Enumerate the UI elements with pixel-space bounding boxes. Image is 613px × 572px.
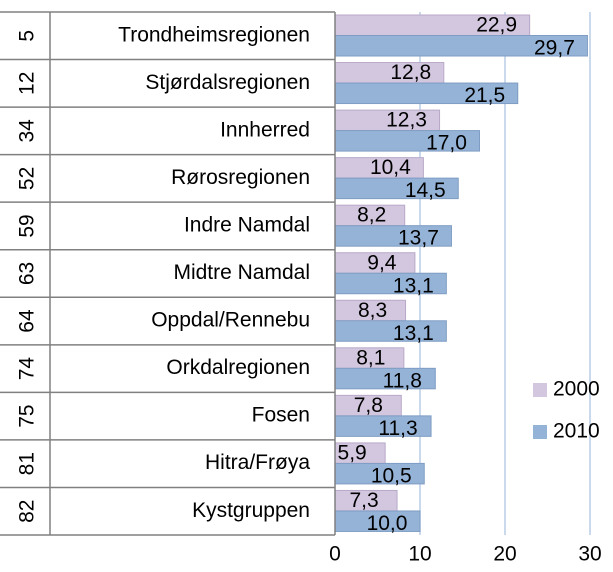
value-label: 7,3 xyxy=(349,489,378,512)
value-label: 7,8 xyxy=(354,394,383,417)
category-label: Orkdalregionen xyxy=(166,356,310,379)
value-label: 10,4 xyxy=(370,156,411,179)
x-tick-label: 30 xyxy=(578,543,601,566)
value-label: 8,2 xyxy=(357,204,386,227)
category-label: Indre Namdal xyxy=(184,214,310,237)
category-label: Trondheimsregionen xyxy=(118,23,310,46)
value-label: 8,3 xyxy=(358,299,387,322)
rank-label: 75 xyxy=(16,404,39,427)
category-label: Kystgruppen xyxy=(192,499,310,522)
legend-swatch xyxy=(533,383,547,397)
value-label: 14,5 xyxy=(405,179,446,202)
category-label: Hitra/Frøya xyxy=(205,451,310,474)
category-label: Innherred xyxy=(220,118,310,141)
value-label: 22,9 xyxy=(476,14,517,37)
rank-label: 59 xyxy=(16,214,39,237)
value-label: 17,0 xyxy=(426,132,467,155)
rank-label: 12 xyxy=(16,72,39,95)
value-label: 11,8 xyxy=(383,369,422,392)
value-label: 13,1 xyxy=(393,274,434,297)
value-label: 13,1 xyxy=(393,322,434,345)
rank-label: 64 xyxy=(16,309,39,333)
legend-label: 2010 xyxy=(553,420,600,443)
value-label: 10,5 xyxy=(371,464,412,487)
value-label: 12,8 xyxy=(390,61,431,84)
rank-label: 82 xyxy=(16,500,39,523)
rank-label: 81 xyxy=(16,452,39,475)
value-label: 11,3 xyxy=(378,417,417,440)
value-label: 29,7 xyxy=(534,37,575,60)
category-label: Midtre Namdal xyxy=(173,261,310,284)
category-label: Fosen xyxy=(252,404,310,427)
value-label: 13,7 xyxy=(398,227,439,250)
category-label: Stjørdalsregionen xyxy=(145,71,310,94)
legend-swatch xyxy=(533,425,547,439)
value-label: 8,1 xyxy=(356,346,385,369)
legend-label: 2000 xyxy=(553,378,600,401)
rank-label: 63 xyxy=(16,262,39,285)
rank-label: 34 xyxy=(16,119,39,143)
rank-label: 5 xyxy=(16,30,39,42)
rank-label: 74 xyxy=(16,357,39,381)
value-label: 10,0 xyxy=(367,512,408,535)
category-label: Rørosregionen xyxy=(171,166,310,189)
x-tick-label: 10 xyxy=(408,543,431,566)
value-label: 5,9 xyxy=(338,441,367,464)
value-label: 21,5 xyxy=(464,84,505,107)
value-label: 12,3 xyxy=(386,109,427,132)
rank-label: 52 xyxy=(16,167,39,190)
x-tick-label: 20 xyxy=(493,543,516,566)
x-tick-label: 0 xyxy=(329,543,341,566)
category-label: Oppdal/Rennebu xyxy=(151,309,310,332)
value-label: 9,4 xyxy=(367,251,397,274)
